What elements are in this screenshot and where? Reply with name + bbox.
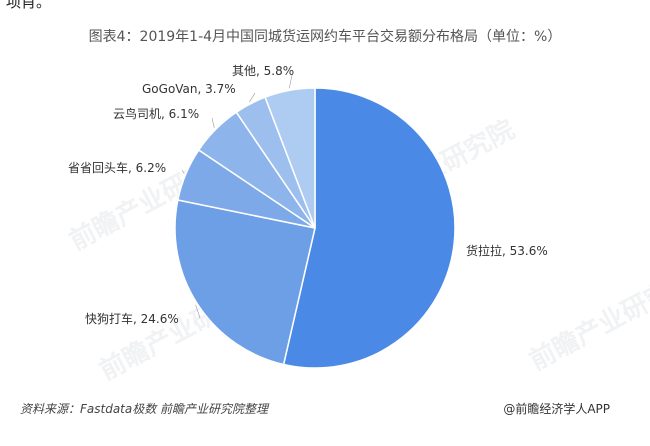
header-text-fragment: 项肖。: [6, 0, 52, 11]
pie-slice-6: [264, 87, 316, 229]
source-note: 资料来源：Fastdata极数 前瞻产业研究院整理: [20, 402, 269, 416]
leader-line: [211, 117, 215, 128]
slice-label: 货拉拉, 53.6%: [466, 243, 548, 258]
leader-line: [288, 74, 293, 89]
slice-label: 其他, 5.8%: [232, 64, 294, 78]
pie-slice-1: [282, 87, 456, 369]
leader-line: [249, 92, 256, 103]
slice-label: GoGoVan, 3.7%: [142, 82, 236, 96]
chart-title: 图表4：2019年1-4月中国同城货运网约车平台交易额分布格局（单位：%）: [88, 29, 562, 45]
leader-line: [195, 304, 201, 319]
brand-credit: @前瞻经济学人APP: [503, 402, 610, 416]
slice-label: 快狗打车, 24.6%: [85, 311, 179, 326]
slice-label: 云鸟司机, 6.1%: [113, 106, 199, 121]
slice-label: 省省回头车, 6.2%: [68, 160, 166, 175]
pie-slice-2: [174, 199, 316, 366]
leader-line: [181, 169, 185, 174]
